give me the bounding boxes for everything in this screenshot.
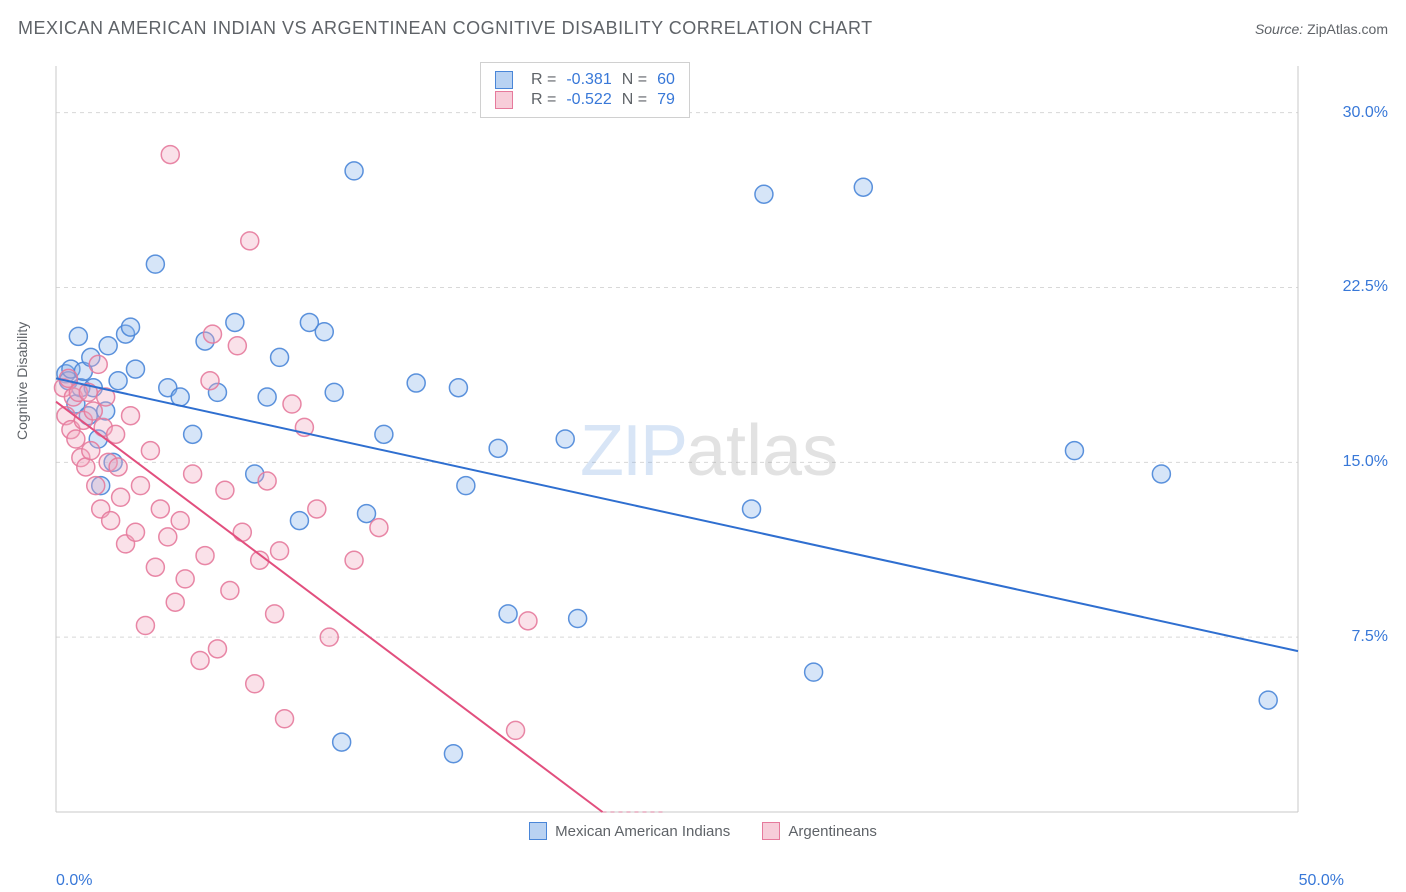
stats-swatch-1 <box>495 91 513 109</box>
ytick-3: 30.0% <box>1343 104 1388 122</box>
ytick-2: 22.5% <box>1343 278 1388 296</box>
chart-header: MEXICAN AMERICAN INDIAN VS ARGENTINEAN C… <box>18 18 1388 39</box>
stats-row-1: R = -0.522 N = 79 <box>495 91 675 109</box>
chart-plot-area <box>50 60 1350 830</box>
legend-swatch-0 <box>529 822 547 840</box>
stats-r-label-1: R = <box>531 91 556 109</box>
stats-r-value-0: -0.381 <box>566 71 611 89</box>
legend-label-1: Argentineans <box>788 823 876 840</box>
ytick-0: 7.5% <box>1352 628 1388 646</box>
scatter-chart-svg <box>50 60 1350 830</box>
legend-swatch-1 <box>762 822 780 840</box>
legend-item-1: Argentineans <box>762 822 876 840</box>
source-value: ZipAtlas.com <box>1307 21 1388 37</box>
xtick-min: 0.0% <box>56 872 92 890</box>
stats-row-0: R = -0.381 N = 60 <box>495 71 675 89</box>
stats-n-value-1: 79 <box>657 91 675 109</box>
y-axis-label: Cognitive Disability <box>14 322 30 440</box>
stats-n-label-1: N = <box>622 91 647 109</box>
xtick-max: 50.0% <box>1299 872 1344 890</box>
correlation-stats-box: R = -0.381 N = 60 R = -0.522 N = 79 <box>480 62 690 118</box>
source-attribution: Source: ZipAtlas.com <box>1255 21 1388 37</box>
stats-swatch-0 <box>495 71 513 89</box>
source-label: Source: <box>1255 21 1303 37</box>
legend-bottom: Mexican American Indians Argentineans <box>0 822 1406 844</box>
stats-n-label-0: N = <box>622 71 647 89</box>
ytick-1: 15.0% <box>1343 453 1388 471</box>
chart-title: MEXICAN AMERICAN INDIAN VS ARGENTINEAN C… <box>18 18 873 39</box>
legend-item-0: Mexican American Indians <box>529 822 730 840</box>
stats-n-value-0: 60 <box>657 71 675 89</box>
legend-label-0: Mexican American Indians <box>555 823 730 840</box>
stats-r-label-0: R = <box>531 71 556 89</box>
stats-r-value-1: -0.522 <box>566 91 611 109</box>
